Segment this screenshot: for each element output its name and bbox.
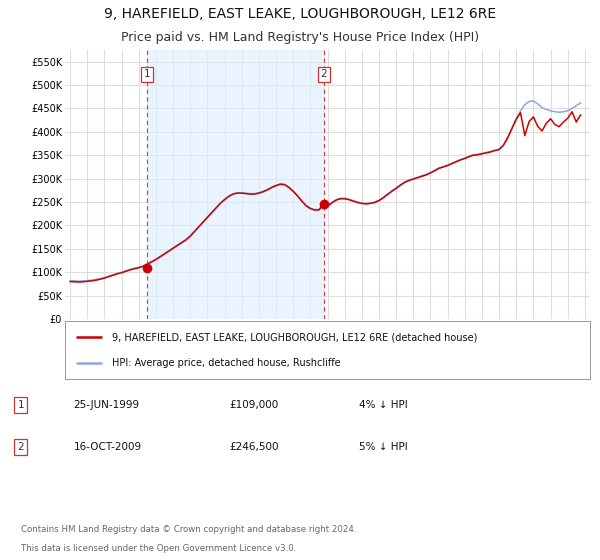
Text: 5% ↓ HPI: 5% ↓ HPI — [359, 442, 407, 452]
Text: 25-JUN-1999: 25-JUN-1999 — [74, 400, 140, 410]
Text: £246,500: £246,500 — [229, 442, 279, 452]
Text: Price paid vs. HM Land Registry's House Price Index (HPI): Price paid vs. HM Land Registry's House … — [121, 31, 479, 44]
Text: 9, HAREFIELD, EAST LEAKE, LOUGHBOROUGH, LE12 6RE: 9, HAREFIELD, EAST LEAKE, LOUGHBOROUGH, … — [104, 7, 496, 21]
Text: £109,000: £109,000 — [229, 400, 278, 410]
Text: This data is licensed under the Open Government Licence v3.0.: This data is licensed under the Open Gov… — [21, 544, 296, 553]
Text: HPI: Average price, detached house, Rushcliffe: HPI: Average price, detached house, Rush… — [112, 358, 341, 368]
Text: 1: 1 — [143, 69, 151, 79]
Text: 16-OCT-2009: 16-OCT-2009 — [74, 442, 142, 452]
Text: 1: 1 — [17, 400, 24, 410]
Bar — [147, 50, 324, 319]
Text: 2: 2 — [320, 69, 327, 79]
Text: Contains HM Land Registry data © Crown copyright and database right 2024.: Contains HM Land Registry data © Crown c… — [21, 525, 356, 534]
Text: 2: 2 — [17, 442, 24, 452]
Text: 4% ↓ HPI: 4% ↓ HPI — [359, 400, 407, 410]
Text: 9, HAREFIELD, EAST LEAKE, LOUGHBOROUGH, LE12 6RE (detached house): 9, HAREFIELD, EAST LEAKE, LOUGHBOROUGH, … — [112, 332, 478, 342]
